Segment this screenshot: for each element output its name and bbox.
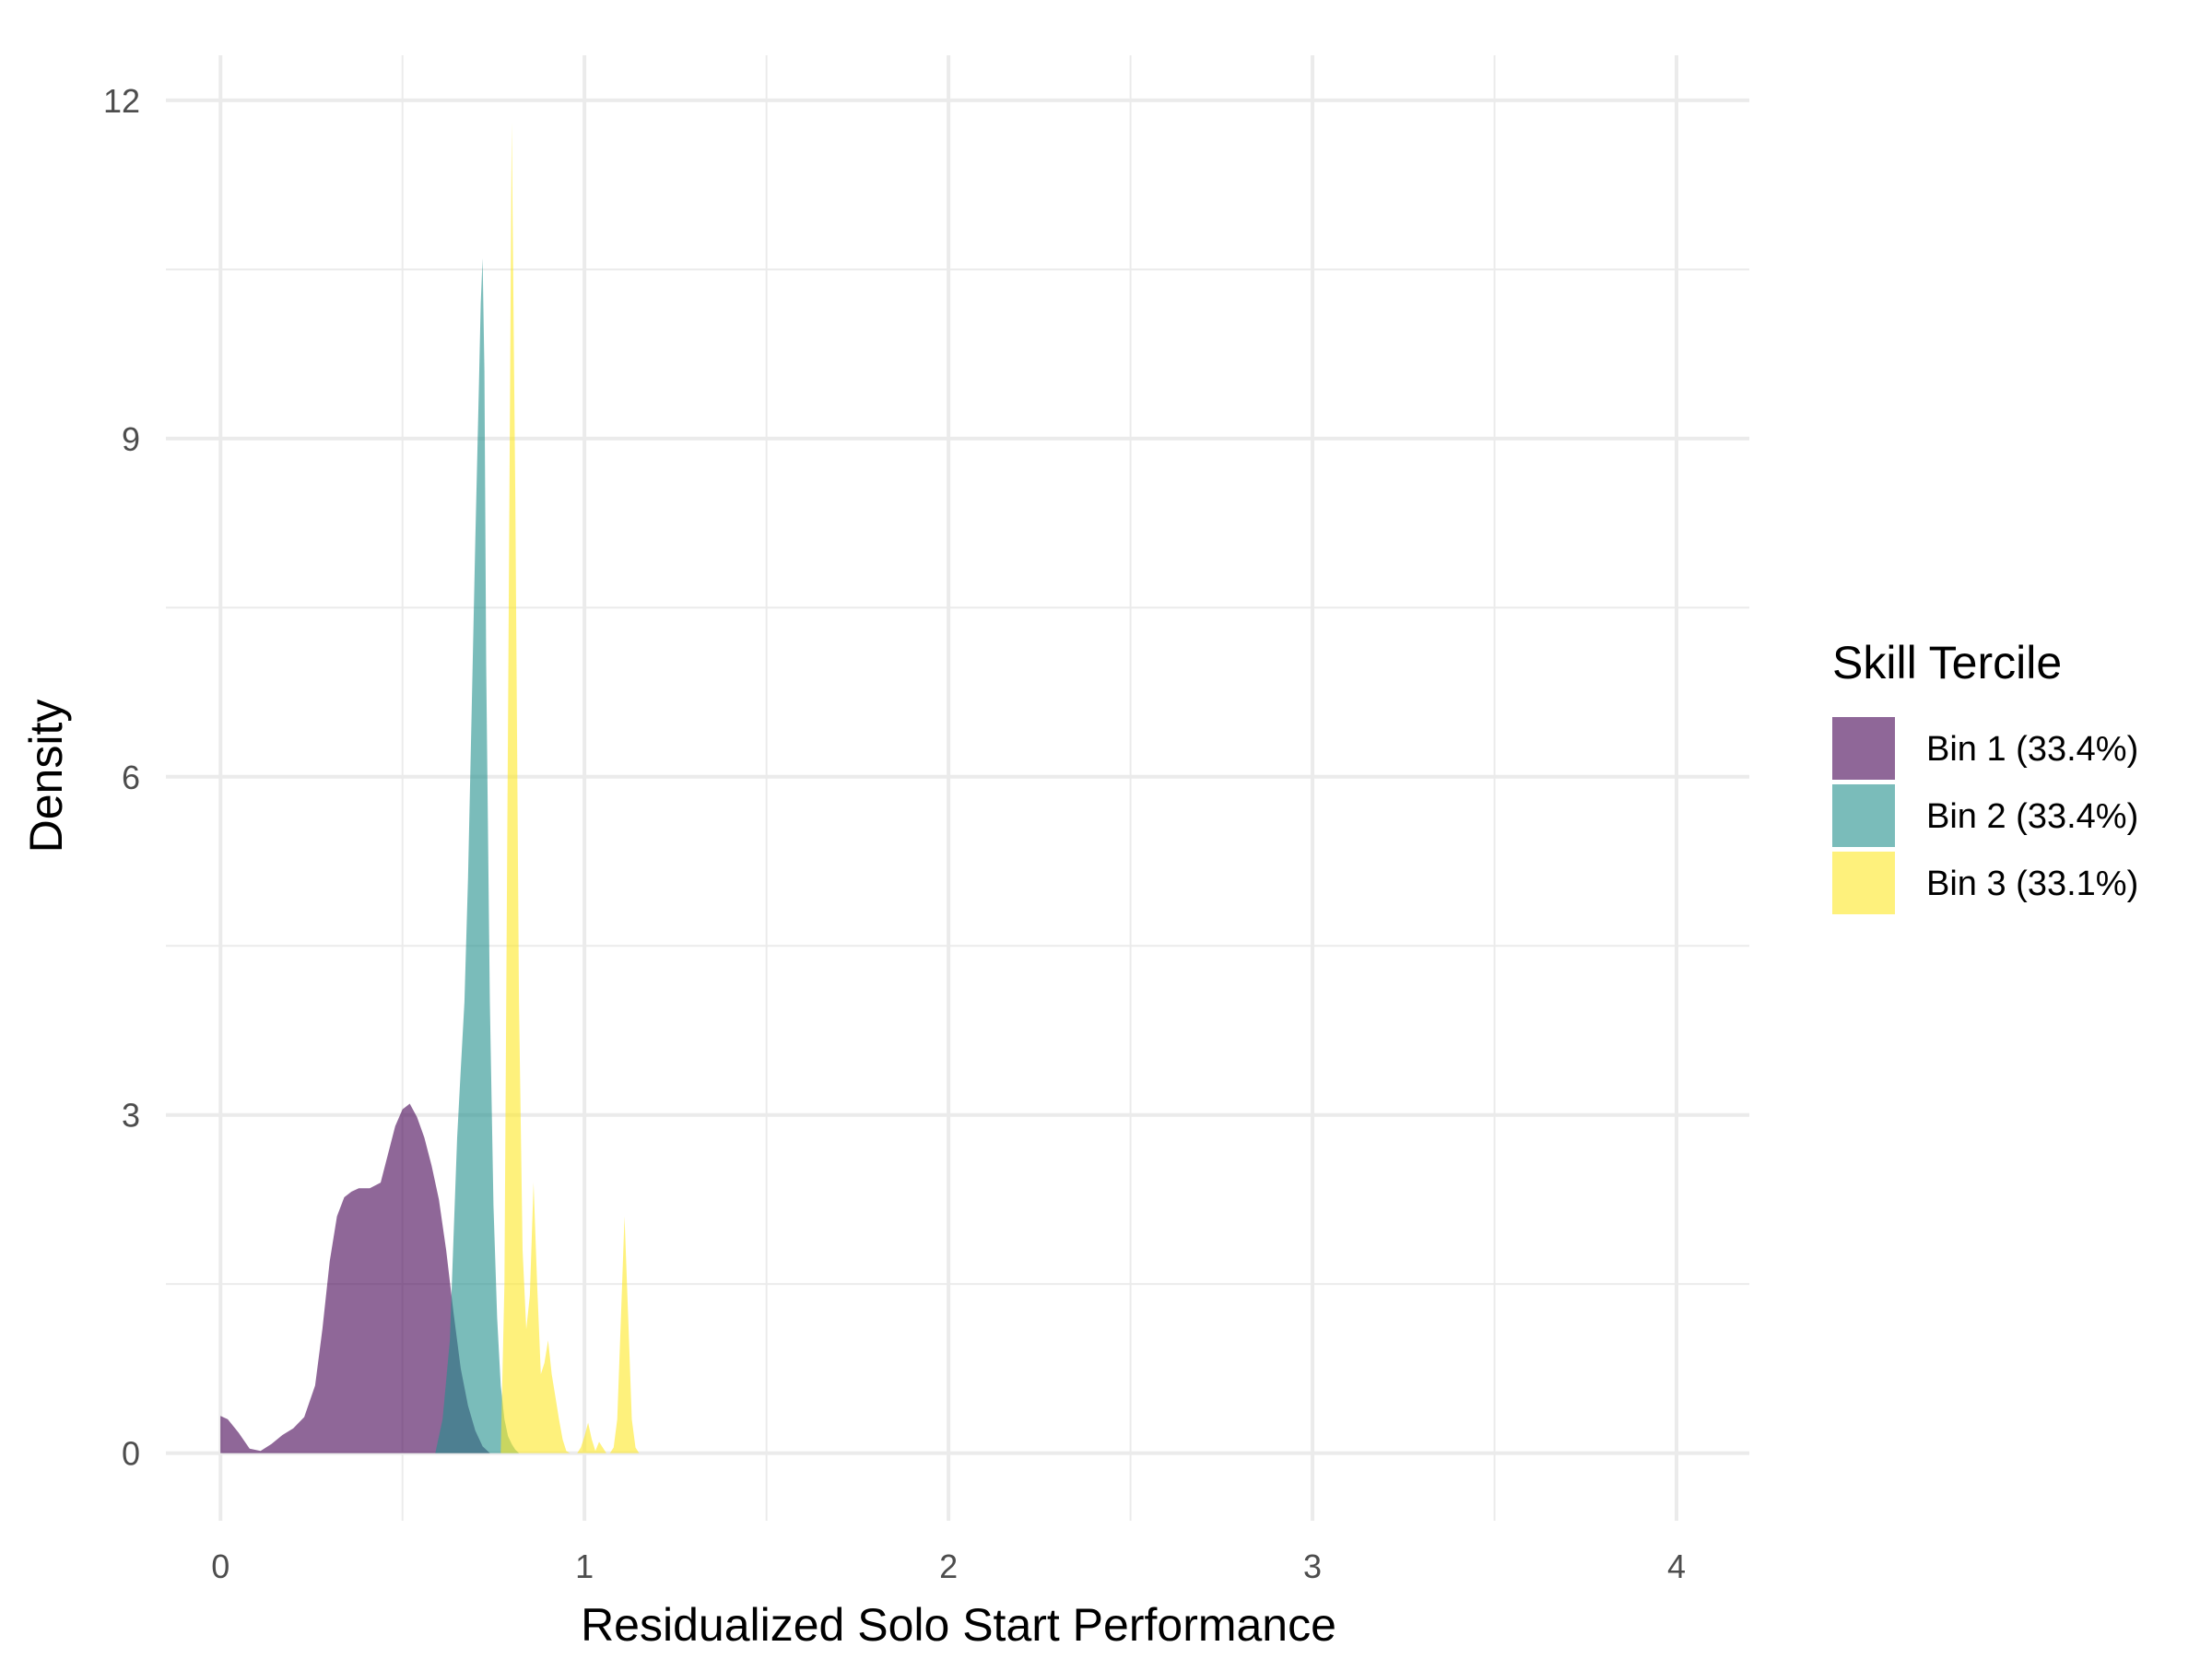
y-tick-label: 12: [103, 82, 140, 120]
y-tick-label: 3: [122, 1097, 140, 1135]
density-areas: [220, 123, 647, 1453]
legend-label-bin-1: Bin 1 (33.4%): [1926, 730, 2138, 769]
legend: Skill Tercile Bin 1 (33.4%) Bin 2 (33.4%)…: [1832, 637, 2138, 914]
x-tick-label: 4: [1667, 1547, 1686, 1585]
x-tick-label: 0: [211, 1547, 229, 1585]
x-axis-ticks: 0 1 2 3 4: [211, 1547, 1686, 1585]
density-area-bin-1: [220, 1103, 490, 1453]
legend-label-bin-3: Bin 3 (33.1%): [1926, 865, 2138, 903]
x-tick-label: 2: [939, 1547, 958, 1585]
legend-title: Skill Tercile: [1832, 637, 2062, 688]
legend-key-bin-3: [1832, 852, 1895, 914]
x-axis-title: Residualized Solo Start Performance: [581, 1599, 1336, 1651]
legend-key-bin-1: [1832, 717, 1895, 780]
y-tick-label: 9: [122, 420, 140, 458]
legend-label-bin-2: Bin 2 (33.4%): [1926, 797, 2138, 836]
y-axis-ticks: 0 3 6 9 12: [103, 82, 140, 1473]
x-tick-label: 1: [575, 1547, 594, 1585]
legend-key-bin-2: [1832, 784, 1895, 847]
major-gridlines: [166, 55, 1749, 1521]
y-tick-label: 0: [122, 1435, 140, 1473]
density-area-bin-3: [500, 123, 647, 1453]
y-tick-label: 6: [122, 759, 140, 796]
y-axis-title: Density: [20, 700, 72, 853]
density-area-bin-2: [435, 258, 520, 1453]
x-tick-label: 3: [1303, 1547, 1322, 1585]
